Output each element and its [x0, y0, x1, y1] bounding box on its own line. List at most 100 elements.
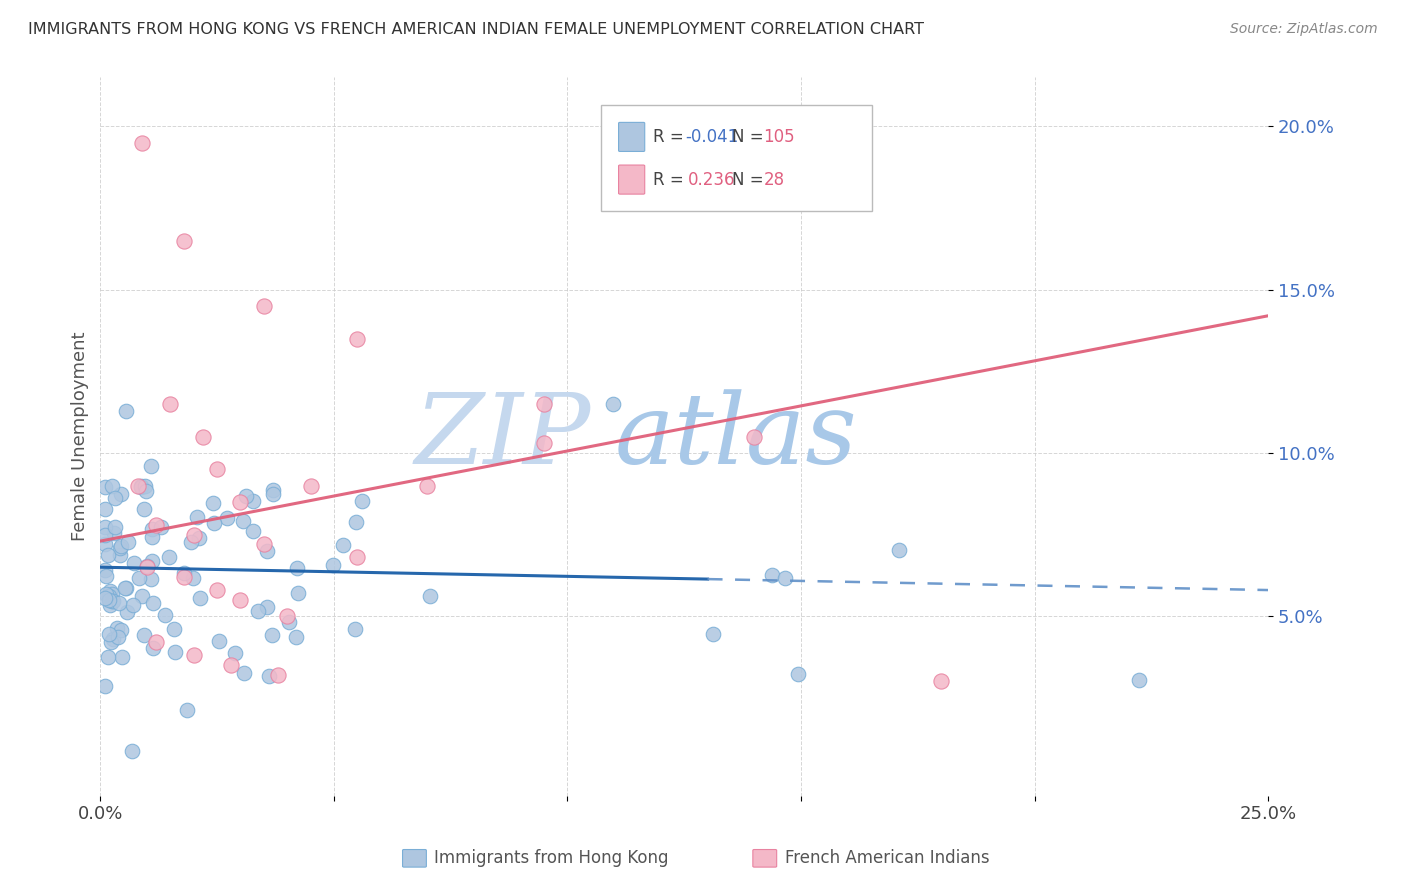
Point: [533, 436, 555, 450]
Point: [131, 590, 153, 604]
Point: [134, 479, 156, 493]
Point: [101, 479, 124, 493]
Point: [183, 527, 205, 541]
Point: [110, 539, 132, 553]
Point: [183, 648, 205, 663]
Point: [253, 537, 276, 551]
Point: [97, 589, 120, 603]
Point: [533, 397, 555, 411]
Point: [100, 587, 122, 601]
Point: [129, 479, 152, 493]
Point: [188, 531, 211, 545]
Point: [105, 621, 128, 635]
Point: [94, 520, 117, 534]
Text: 105: 105: [763, 128, 796, 146]
Point: [98, 626, 121, 640]
Point: [219, 658, 242, 673]
Point: [181, 571, 204, 585]
Point: [136, 559, 159, 574]
Point: [229, 495, 252, 509]
Point: [115, 404, 138, 418]
Point: [235, 489, 257, 503]
Point: [110, 623, 132, 637]
Point: [128, 571, 150, 585]
Point: [163, 623, 186, 637]
Point: [257, 669, 280, 683]
Point: [276, 609, 298, 624]
Point: [108, 541, 131, 555]
Point: [108, 548, 131, 562]
Point: [253, 299, 276, 313]
Point: [702, 627, 724, 641]
Point: [141, 530, 163, 544]
Point: [115, 581, 138, 595]
Point: [419, 589, 441, 603]
Point: [139, 572, 162, 586]
Point: [202, 495, 225, 509]
Point: [159, 397, 181, 411]
Point: [246, 604, 269, 618]
Text: R =: R =: [652, 170, 695, 188]
Point: [180, 534, 202, 549]
Point: [176, 703, 198, 717]
Point: [141, 522, 163, 536]
Point: [232, 515, 254, 529]
Text: IMMIGRANTS FROM HONG KONG VS FRENCH AMERICAN INDIAN FEMALE UNEMPLOYMENT CORRELAT: IMMIGRANTS FROM HONG KONG VS FRENCH AMER…: [28, 22, 924, 37]
Point: [145, 517, 167, 532]
Text: Source: ZipAtlas.com: Source: ZipAtlas.com: [1230, 22, 1378, 37]
Point: [346, 332, 368, 346]
Point: [100, 594, 122, 608]
Point: [100, 635, 122, 649]
Point: [115, 605, 138, 619]
Point: [350, 493, 373, 508]
Point: [94, 480, 117, 494]
Point: [111, 650, 134, 665]
Point: [94, 563, 117, 577]
Point: [98, 584, 121, 599]
Point: [256, 599, 278, 614]
Point: [267, 668, 290, 682]
Point: [94, 537, 117, 551]
Point: [346, 516, 368, 530]
Point: [202, 516, 225, 530]
Point: [786, 666, 808, 681]
Point: [103, 526, 125, 541]
Point: [208, 633, 231, 648]
Text: atlas: atlas: [614, 389, 856, 484]
Point: [117, 535, 139, 549]
Point: [104, 491, 127, 505]
Point: [602, 397, 624, 411]
Point: [262, 628, 284, 642]
Point: [232, 665, 254, 680]
Point: [94, 569, 117, 583]
Point: [205, 462, 228, 476]
Point: [135, 483, 157, 498]
Point: [322, 558, 344, 572]
Point: [127, 478, 149, 492]
Point: [346, 550, 368, 565]
Point: [131, 136, 153, 150]
Point: [173, 570, 195, 584]
Point: [173, 234, 195, 248]
Point: [1128, 673, 1150, 687]
Point: [157, 550, 180, 565]
Point: [145, 635, 167, 649]
Point: [163, 644, 186, 658]
Point: [94, 587, 117, 601]
Point: [287, 585, 309, 599]
Point: [94, 679, 117, 693]
Point: [887, 543, 910, 558]
Point: [94, 501, 117, 516]
Point: [94, 527, 117, 541]
Point: [173, 566, 195, 580]
Point: [142, 596, 165, 610]
Point: [224, 647, 246, 661]
Text: 28: 28: [763, 170, 785, 188]
Text: R =: R =: [652, 128, 689, 146]
Point: [97, 593, 120, 607]
Point: [121, 598, 143, 612]
Point: [262, 487, 284, 501]
Point: [285, 630, 308, 644]
Text: 0.236: 0.236: [688, 170, 735, 188]
Point: [332, 538, 354, 552]
